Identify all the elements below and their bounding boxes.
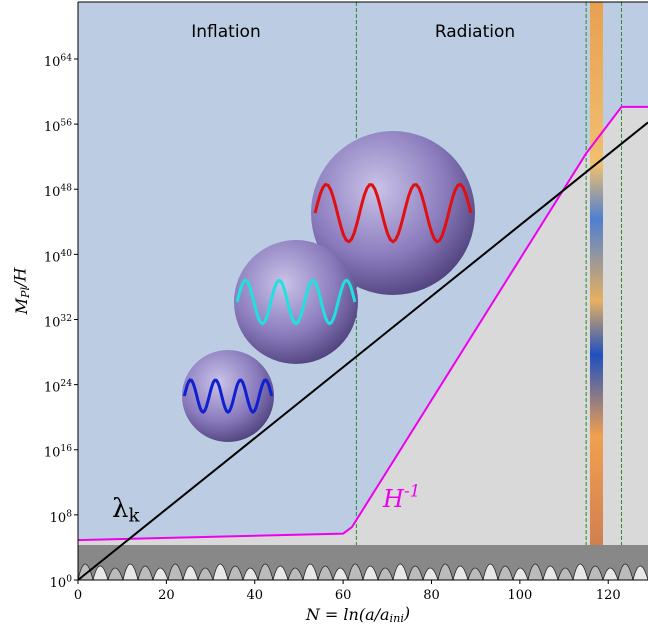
wave: [235, 278, 357, 326]
x-tick-label: 60: [335, 588, 352, 603]
plot-area: [78, 2, 648, 580]
x-tick-label: 40: [246, 588, 263, 603]
x-axis-title: N = ln(a/aini): [305, 603, 410, 625]
series-line: [78, 121, 648, 580]
wave: [313, 182, 473, 244]
y-tick-label: 100: [50, 574, 73, 591]
y-tick-label: 1024: [44, 379, 72, 396]
annotation: Inflation: [191, 22, 260, 42]
y-tick-label: 1064: [44, 53, 72, 70]
y-tick-label: 108: [50, 509, 73, 526]
sphere: [234, 240, 358, 364]
y-tick-label: 1032: [44, 313, 72, 330]
wave: [182, 378, 274, 414]
series-line: [78, 105, 648, 542]
x-tick-label: 100: [507, 588, 532, 603]
x-tick-label: 120: [596, 588, 621, 603]
y-tick-label: 1040: [44, 248, 72, 265]
series-label: H-1: [382, 480, 420, 512]
sphere: [311, 131, 475, 295]
x-tick-label: 20: [158, 588, 175, 603]
cmb-strip: [590, 2, 603, 545]
y-tick-label: 1048: [44, 183, 72, 200]
y-tick-label: 1056: [44, 118, 72, 135]
x-tick-label: 0: [74, 588, 82, 603]
annotation: Radiation: [435, 22, 515, 42]
bottom-texture: [78, 545, 648, 580]
sphere: [182, 350, 274, 442]
shaded-region: [78, 106, 648, 580]
y-tick-label: 1016: [44, 444, 72, 461]
axes: 0 20 40 60 80 100 120 100 108 1016 1024 1032 1040 104…: [10, 1, 648, 625]
y-axis-title: MPl/H: [10, 267, 32, 316]
x-tick-label: 80: [423, 588, 440, 603]
series-label: λk: [112, 494, 140, 526]
